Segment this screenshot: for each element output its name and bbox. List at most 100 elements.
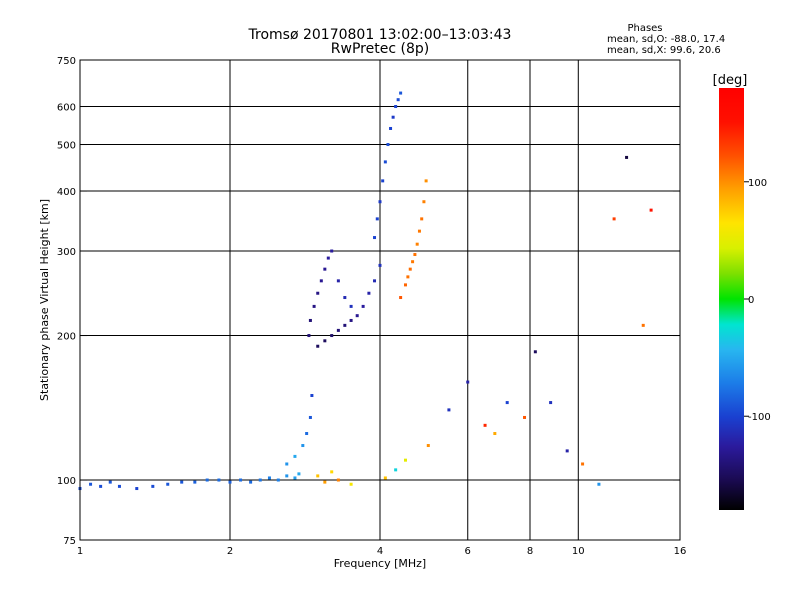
data-point xyxy=(426,444,430,448)
data-point xyxy=(424,179,428,183)
x-tick-label: 1 xyxy=(77,546,83,557)
data-point xyxy=(239,478,243,482)
data-point xyxy=(373,236,377,240)
x-tick-label: 2 xyxy=(227,546,233,557)
colorbar-tick-label: 0 xyxy=(748,295,754,306)
data-point xyxy=(330,334,334,338)
data-point xyxy=(581,462,585,466)
data-point xyxy=(505,401,509,405)
data-point xyxy=(386,143,390,147)
data-point xyxy=(649,208,653,212)
data-point xyxy=(343,296,347,300)
data-point xyxy=(258,478,262,482)
data-point xyxy=(349,304,353,308)
data-point xyxy=(166,482,170,486)
data-point xyxy=(135,487,139,491)
data-point xyxy=(413,253,417,257)
data-point xyxy=(391,115,395,119)
data-point xyxy=(319,279,323,283)
data-point xyxy=(276,478,280,482)
data-point xyxy=(493,432,497,436)
data-point xyxy=(375,217,379,221)
data-point xyxy=(415,242,419,246)
data-point xyxy=(310,394,314,398)
x-tick-label: 8 xyxy=(527,546,533,557)
data-point xyxy=(193,480,197,484)
data-point xyxy=(308,318,312,322)
data-point xyxy=(403,283,407,287)
data-point xyxy=(99,484,103,488)
data-point xyxy=(323,339,327,343)
data-points xyxy=(78,91,653,491)
y-tick-label: 400 xyxy=(57,187,76,198)
data-point xyxy=(323,267,327,271)
y-tick-label: 750 xyxy=(57,56,76,67)
data-point xyxy=(326,256,330,260)
y-axis-label: Stationary phase Virtual Height [km] xyxy=(38,199,51,401)
data-point xyxy=(312,304,316,308)
y-tick-label: 200 xyxy=(57,332,76,343)
data-point xyxy=(180,480,184,484)
data-point xyxy=(305,432,309,436)
data-point xyxy=(151,484,155,488)
data-point xyxy=(378,200,382,204)
data-point xyxy=(523,415,527,419)
y-tick-label: 500 xyxy=(57,141,76,152)
data-point xyxy=(399,91,403,95)
chart-subtitle: RwPretec (8p) xyxy=(331,41,429,57)
data-point xyxy=(205,478,209,482)
data-point xyxy=(307,334,311,338)
data-point xyxy=(406,275,410,279)
data-point xyxy=(399,296,403,300)
data-point xyxy=(408,267,412,271)
data-point xyxy=(403,458,407,462)
data-point xyxy=(565,449,569,453)
y-axis-ticks: 75 100 200 300 400 500 600 750 xyxy=(57,56,680,547)
data-point xyxy=(549,401,553,405)
data-point xyxy=(285,462,289,466)
chart-title: Tromsø 20170801 13:02:00–13:03:43 xyxy=(248,27,512,43)
x-tick-label: 6 xyxy=(465,546,471,557)
data-point xyxy=(316,344,320,348)
data-point xyxy=(330,470,334,474)
data-point xyxy=(378,263,382,267)
data-point xyxy=(267,476,271,480)
data-point xyxy=(612,217,616,221)
y-tick-label: 100 xyxy=(57,476,76,487)
data-point xyxy=(533,350,537,354)
data-point xyxy=(355,314,359,318)
data-point xyxy=(625,155,629,159)
data-point xyxy=(483,423,487,427)
x-tick-label: 10 xyxy=(572,546,585,557)
y-tick-label: 600 xyxy=(57,103,76,114)
data-point xyxy=(301,444,305,448)
data-point xyxy=(89,482,93,486)
data-point xyxy=(108,480,112,484)
colorbar-tick-label: 100 xyxy=(748,178,767,189)
data-point xyxy=(217,478,221,482)
data-point xyxy=(361,304,365,308)
colorbar-ticks: 100 0 -100 xyxy=(744,178,771,423)
x-axis-label: Frequency [MHz] xyxy=(334,557,426,570)
data-point xyxy=(381,179,385,183)
data-point xyxy=(308,415,312,419)
data-point xyxy=(396,98,400,102)
grid-lines xyxy=(80,60,680,540)
data-point xyxy=(641,323,645,327)
colorbar-label: [deg] xyxy=(713,73,748,88)
y-tick-label: 300 xyxy=(57,247,76,258)
data-point xyxy=(285,474,289,478)
x-tick-label: 4 xyxy=(377,546,383,557)
data-point xyxy=(316,291,320,295)
data-point xyxy=(389,126,393,130)
data-point xyxy=(420,217,424,221)
data-point xyxy=(597,482,601,486)
data-point xyxy=(422,200,426,204)
data-point xyxy=(383,476,387,480)
phases-header-line1: mean, sd,O: -88.0, 17.4 xyxy=(607,34,725,45)
data-point xyxy=(447,408,451,412)
data-point xyxy=(394,468,398,472)
data-point xyxy=(383,160,387,164)
y-tick-label: 75 xyxy=(63,536,76,547)
